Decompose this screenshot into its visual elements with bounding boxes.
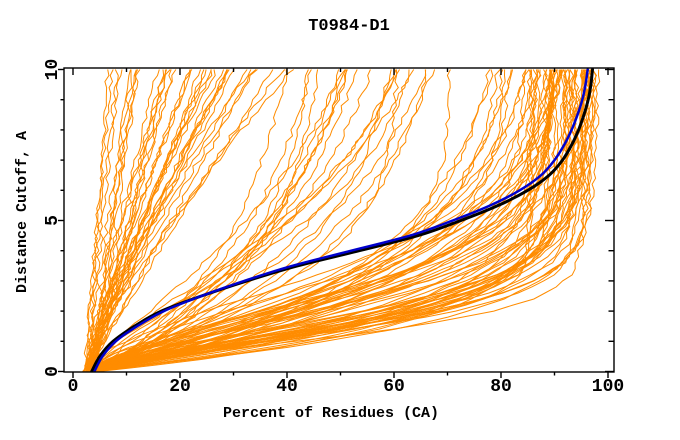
model-curve-orange xyxy=(95,69,288,372)
model-curve-orange xyxy=(87,69,212,372)
model-curve-orange xyxy=(97,69,539,372)
model-curve-orange xyxy=(98,69,589,372)
model-curve-orange xyxy=(93,69,595,372)
model-curve-orange xyxy=(97,69,348,372)
model-curve-orange xyxy=(84,69,119,372)
model-curve-orange xyxy=(92,69,173,372)
model-curve-orange xyxy=(97,69,598,372)
y-axis-title: Distance Cutoff, A xyxy=(14,131,31,293)
model-curve-orange xyxy=(96,69,533,372)
x-tick-label: 20 xyxy=(169,377,191,397)
y-tick-label: 5 xyxy=(43,215,63,226)
model-curve-orange xyxy=(93,69,171,372)
model-curve-orange xyxy=(88,69,559,372)
x-tick-label: 100 xyxy=(592,377,624,397)
model-curve-orange xyxy=(84,69,228,372)
model-curve-orange xyxy=(93,69,286,372)
model-curve-orange xyxy=(100,69,552,372)
model-curve-orange xyxy=(98,69,565,372)
model-curve-orange xyxy=(91,69,427,372)
model-curve-orange xyxy=(91,69,395,372)
model-curve-orange xyxy=(96,69,601,372)
model-curve-orange xyxy=(87,69,569,372)
model-curve-orange xyxy=(91,69,574,372)
model-curve-orange xyxy=(87,69,346,372)
model-curve-orange xyxy=(89,69,587,372)
model-curve-orange xyxy=(97,69,309,372)
chart-title: T0984-D1 xyxy=(308,17,390,36)
model-curve-orange xyxy=(92,69,235,372)
model-curve-orange xyxy=(94,69,530,372)
y-tick-label: 10 xyxy=(43,59,63,81)
model-curve-orange xyxy=(92,69,392,372)
x-tick-label: 40 xyxy=(276,377,298,397)
model-curve-orange xyxy=(87,69,527,372)
model-curve-orange xyxy=(87,69,274,372)
model-curve-orange xyxy=(97,69,427,372)
model-curve-orange xyxy=(94,69,397,372)
axis-tick-labels: 0 20 40 60 80 100 0 5 10 xyxy=(43,59,624,397)
model-curve-orange xyxy=(90,69,399,372)
axis-ticks xyxy=(58,68,614,378)
model-curve-orange xyxy=(90,69,589,372)
model-curve-orange xyxy=(97,69,572,372)
model-curves-layer xyxy=(82,68,601,372)
x-tick-label: 60 xyxy=(383,377,405,397)
model-curve-orange xyxy=(100,69,554,372)
model-curve-orange xyxy=(98,69,563,372)
model-curve-orange xyxy=(87,69,501,372)
model-curve-orange xyxy=(88,69,168,372)
x-tick-label: 0 xyxy=(68,377,79,397)
model-curve-orange xyxy=(91,69,415,372)
model-curve-orange xyxy=(86,69,451,372)
model-curve-orange xyxy=(82,69,192,372)
highlight-model-black xyxy=(90,68,594,372)
model-curve-orange xyxy=(87,69,358,372)
x-axis-title: Percent of Residues (CA) xyxy=(223,405,439,422)
model-curve-orange xyxy=(85,69,141,372)
model-curve-orange xyxy=(85,69,160,372)
model-curve-orange xyxy=(89,69,132,372)
model-curve-orange xyxy=(95,69,312,372)
model-curve-orange xyxy=(87,69,133,372)
model-curve-orange xyxy=(96,69,371,372)
model-curve-orange xyxy=(96,69,340,372)
model-curve-orange xyxy=(91,69,252,372)
highlight-model-navy xyxy=(93,68,589,372)
model-curve-orange xyxy=(85,69,258,372)
model-curve-orange xyxy=(88,69,410,372)
model-curve-orange xyxy=(89,69,552,372)
model-curve-orange xyxy=(88,69,592,372)
model-curve-orange xyxy=(84,69,193,372)
x-tick-label: 80 xyxy=(490,377,512,397)
y-tick-label: 0 xyxy=(43,366,63,377)
